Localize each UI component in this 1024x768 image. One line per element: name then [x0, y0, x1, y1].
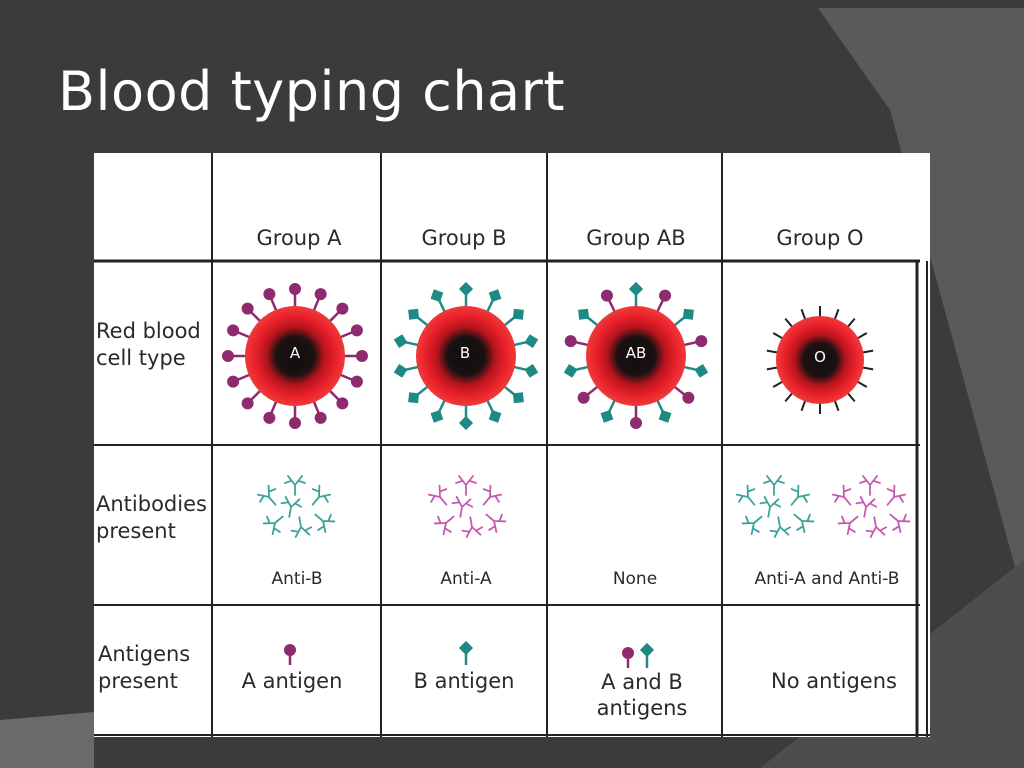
antibody-anti-a-icon: [427, 475, 507, 538]
antibody-label-group-b: Anti-A: [440, 569, 492, 589]
a-and-b-antigen-icon: [622, 642, 655, 668]
rbc-group-o-icon: [766, 306, 874, 414]
column-header-group-o: Group O: [776, 226, 864, 250]
rbc-label-ab: AB: [625, 344, 647, 362]
row-label-antibodies-present: Antibodies present: [96, 492, 207, 544]
blood-typing-table: Group A Group B Group AB Group O Red blo…: [94, 153, 930, 737]
antigen-label-group-a: A antigen: [241, 669, 343, 693]
column-header-group-b: Group B: [421, 226, 507, 250]
rbc-group-a-icon: [222, 283, 368, 429]
rbc-label-a: A: [289, 344, 301, 362]
antigen-label-group-ab: A and B antigens: [596, 670, 688, 721]
column-header-group-ab: Group AB: [586, 226, 686, 250]
antigen-label-group-o: No antigens: [771, 669, 897, 693]
antibody-label-group-o: Anti-A and Anti-B: [754, 569, 900, 589]
antibody-label-group-ab: None: [612, 569, 658, 589]
slide-title: Blood typing chart: [58, 60, 566, 123]
table-grid: [94, 153, 930, 737]
column-header-group-a: Group A: [256, 226, 342, 250]
antigen-label-group-b: B antigen: [413, 669, 515, 693]
antibody-label-group-a: Anti-B: [271, 569, 323, 589]
row-label-red-blood-cell-type: Red blood cell type: [96, 319, 201, 371]
row-label-antigens-present: Antigens present: [98, 642, 191, 694]
antibody-anti-b-icon: [256, 475, 336, 538]
rbc-group-b-icon: [393, 281, 539, 431]
rbc-label-b: B: [459, 344, 471, 362]
b-antigen-icon: [458, 640, 474, 665]
rbc-group-ab-icon: [563, 281, 709, 429]
a-antigen-icon: [284, 644, 296, 665]
rbc-label-o: O: [814, 348, 826, 366]
antibody-anti-a-and-b-icon: [735, 475, 911, 538]
